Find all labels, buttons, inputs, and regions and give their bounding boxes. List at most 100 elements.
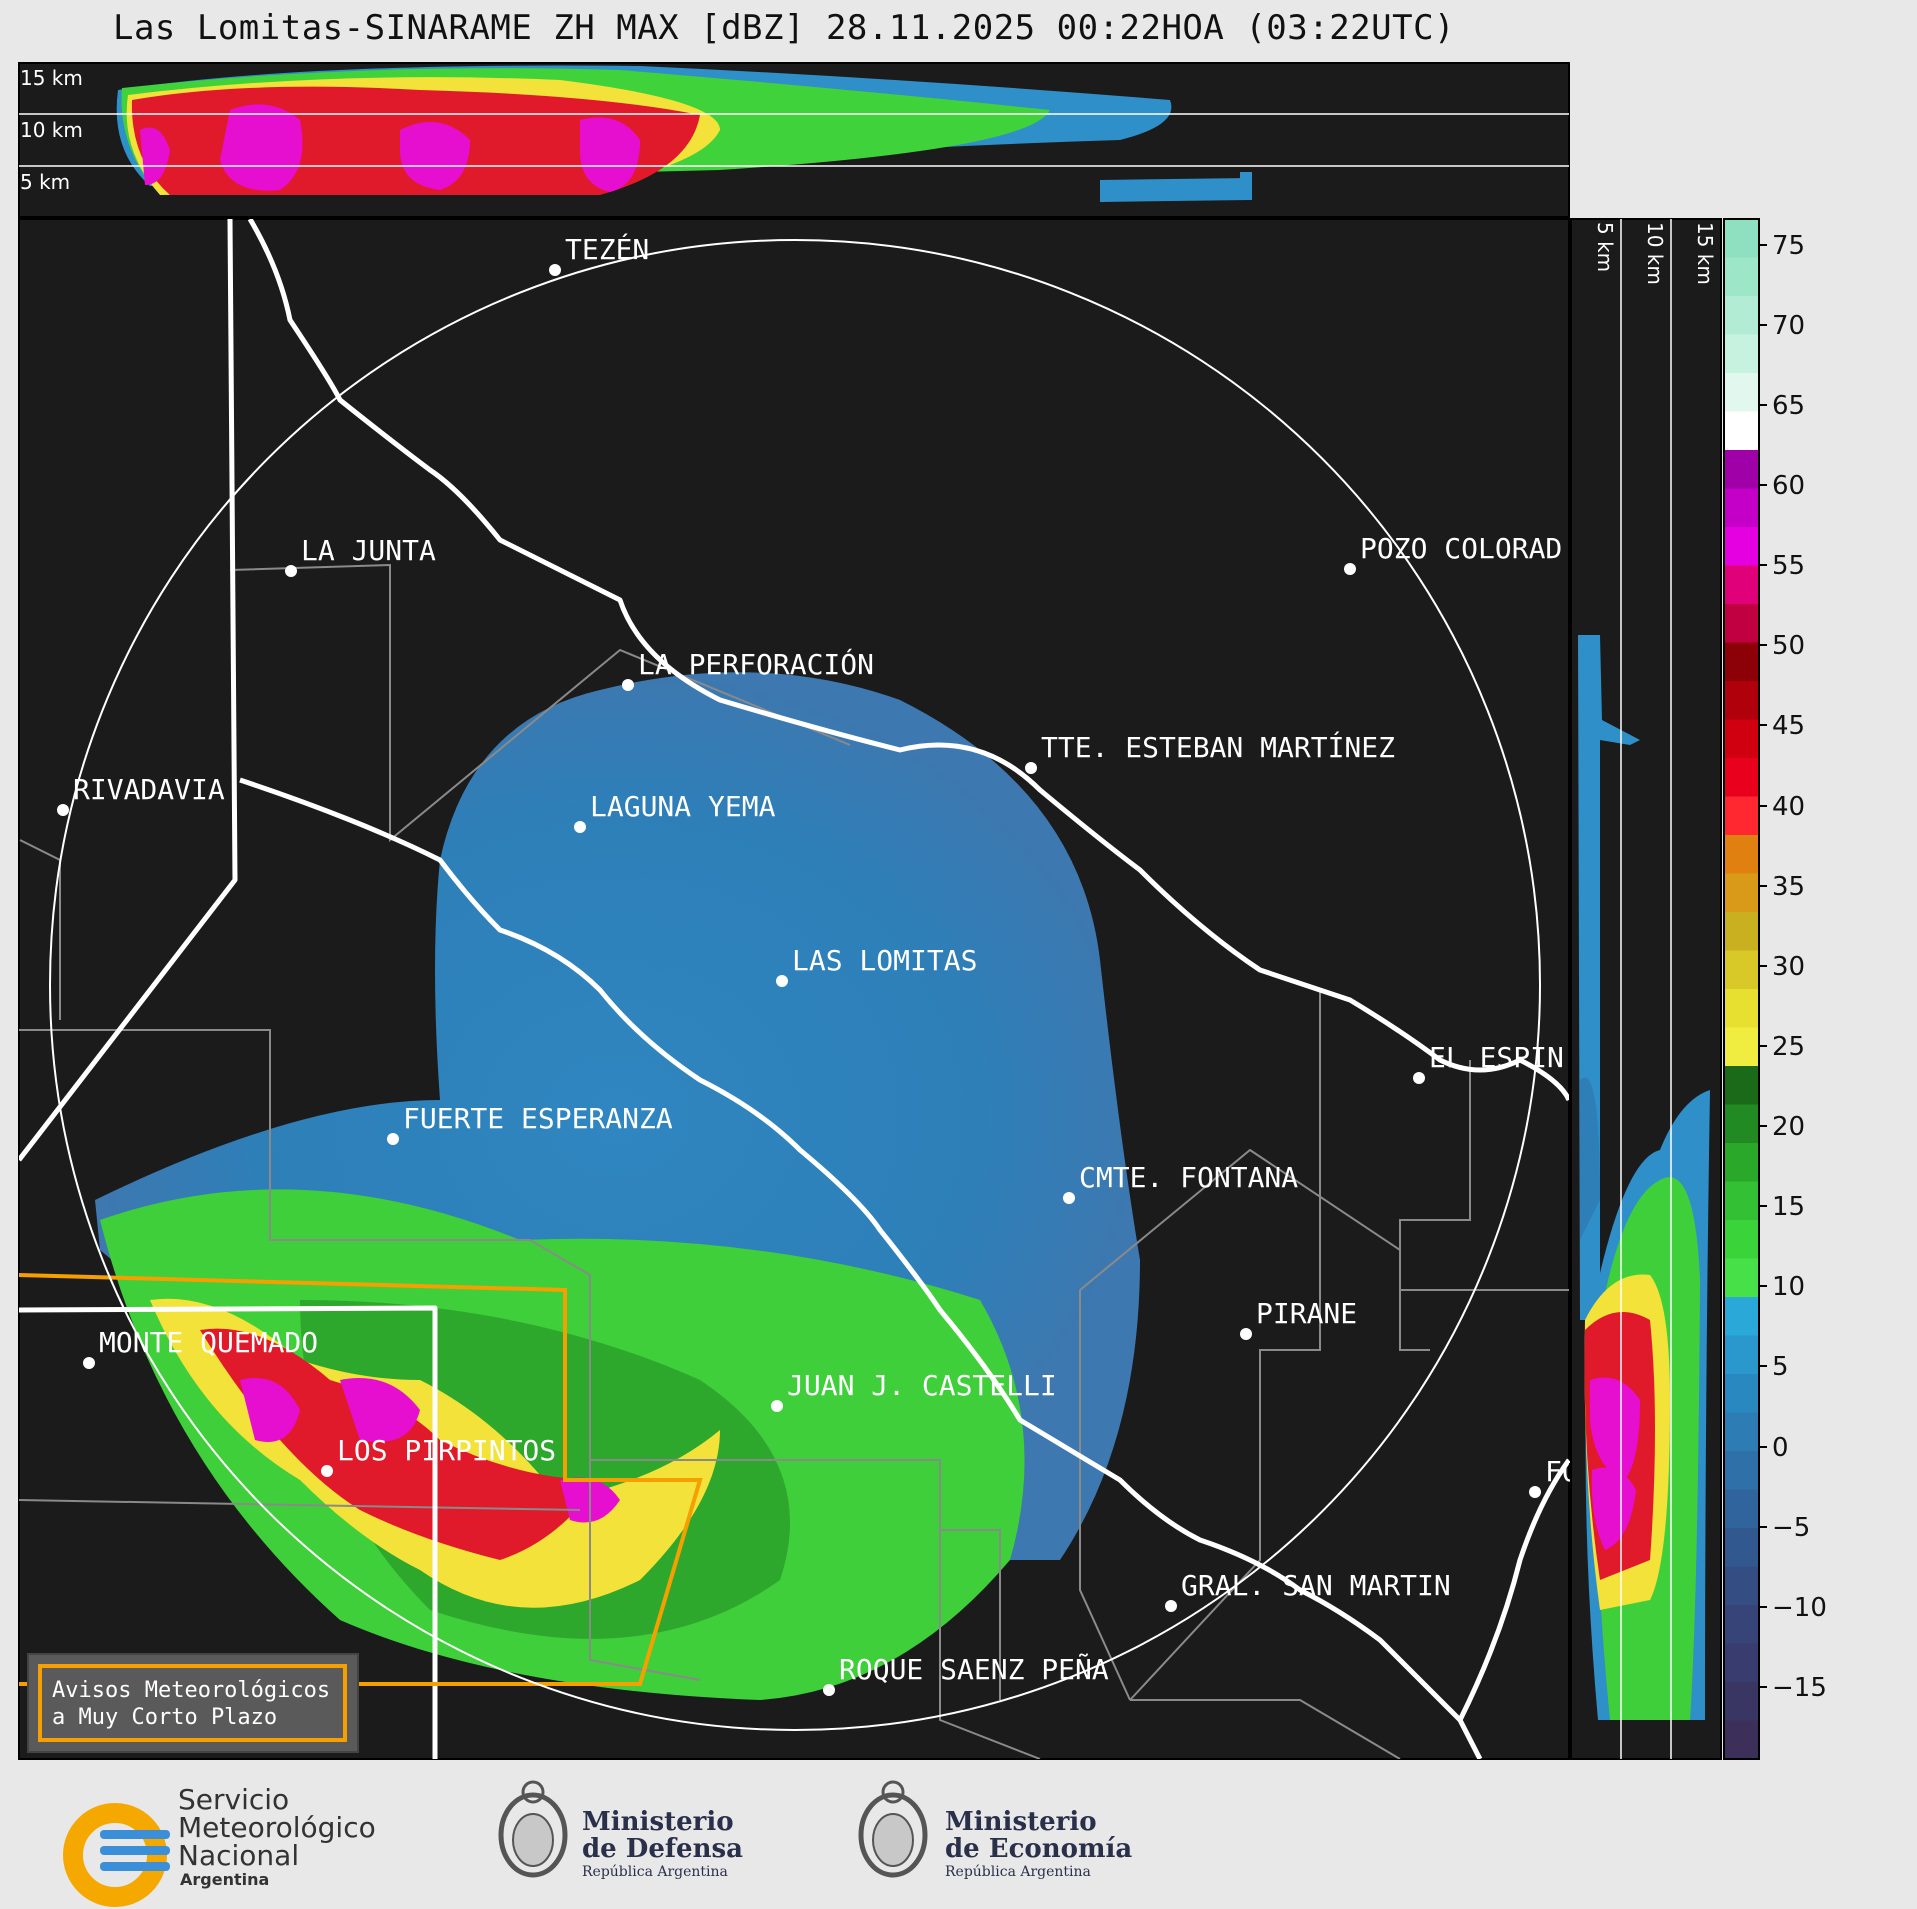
coat-of-arms-icon xyxy=(858,1792,928,1878)
top-panel-label: 5 km xyxy=(20,170,70,194)
colorbar-tick: 20 xyxy=(1772,1112,1805,1142)
place-label-juan-j-castelli: JUAN J. CASTELLI xyxy=(787,1369,1057,1402)
colorbar-band xyxy=(1724,1258,1759,1298)
smn-logo-line4: Argentina xyxy=(180,1870,269,1889)
defensa-logo-line3: República Argentina xyxy=(582,1864,728,1880)
colorbar-band xyxy=(1724,642,1759,682)
colorbar-tick: 70 xyxy=(1772,311,1805,341)
colorbar-band xyxy=(1724,758,1759,797)
colorbar-tick: 60 xyxy=(1772,471,1805,501)
place-label-la-perforacion: LA PERFORACIÓN xyxy=(638,647,874,681)
top-cross-section-panel: 15 km 10 km 5 km xyxy=(18,62,1570,218)
smn-logo: Servicio Meteorológico Nacional Argentin… xyxy=(63,1783,376,1907)
colorbar-band xyxy=(1724,873,1759,913)
colorbar-band xyxy=(1724,450,1759,489)
colorbar-band xyxy=(1724,681,1759,720)
side-panel-label: 15 km xyxy=(1693,222,1717,285)
colorbar-tick: −15 xyxy=(1772,1673,1827,1703)
colorbar-tick: 15 xyxy=(1772,1192,1805,1222)
economia-logo-line1: Ministerio xyxy=(945,1807,1097,1837)
colorbar-band xyxy=(1724,1451,1759,1490)
colorbar-tick: −5 xyxy=(1772,1513,1810,1543)
place-label-rivadavia: RIVADAVIA xyxy=(73,773,225,806)
side-cross-section-panel: 5 km 10 km 15 km xyxy=(1570,218,1722,1760)
defensa-logo-line2: de Defensa xyxy=(582,1834,743,1864)
smn-logo-line3: Nacional xyxy=(178,1839,299,1872)
warning-box-line2: a Muy Corto Plazo xyxy=(52,1705,277,1730)
side-panel-label: 10 km xyxy=(1643,222,1667,285)
top-panel-label: 15 km xyxy=(20,66,83,90)
colorbar-band xyxy=(1724,488,1759,528)
colorbar-band xyxy=(1724,1643,1759,1683)
colorbar-tick-labels: 75 70 65 60 55 50 45 40 35 30 25 20 15 1… xyxy=(1772,231,1827,1703)
colorbar-band xyxy=(1724,1720,1759,1760)
side-panel-label: 5 km xyxy=(1593,222,1617,272)
colorbar-band xyxy=(1724,1104,1759,1144)
colorbar-tick: 35 xyxy=(1772,872,1805,902)
coat-of-arms-icon xyxy=(498,1792,568,1878)
colorbar-band xyxy=(1724,719,1759,759)
place-label-los-pirpintos: LOS PIRPINTOS xyxy=(337,1434,556,1467)
colorbar-band xyxy=(1724,1489,1759,1529)
colorbar-band xyxy=(1724,527,1759,566)
place-label-cmte-fontana: CMTE. FONTANA xyxy=(1079,1161,1298,1194)
top-panel-label: 10 km xyxy=(20,118,83,142)
place-label-pozo-colorado: POZO COLORAD xyxy=(1360,532,1562,565)
colorbar-tick: 25 xyxy=(1772,1032,1805,1062)
colorbar-tick: 75 xyxy=(1772,231,1805,261)
colorbar-band xyxy=(1724,334,1759,374)
radar-echo-intense xyxy=(200,1328,600,1560)
colorbar-band xyxy=(1724,1605,1759,1644)
ministerio-defensa-logo: Ministerio de Defensa República Argentin… xyxy=(498,1780,743,1880)
colorbar-tick: 0 xyxy=(1772,1433,1789,1463)
colorbar-band xyxy=(1724,1528,1759,1567)
colorbar-band xyxy=(1724,1181,1759,1221)
colorbar-band xyxy=(1724,411,1759,451)
chart-title: Las Lomitas-SINARAME ZH MAX [dBZ] 28.11.… xyxy=(112,8,1456,48)
place-labels: TEZÉN LA JUNTA POZO COLORAD LA PERFORACI… xyxy=(57,232,1579,1696)
colorbar-band xyxy=(1724,373,1759,412)
colorbar-band xyxy=(1724,1374,1759,1413)
colorbar-band xyxy=(1724,604,1759,643)
ministerio-economia-logo: Ministerio de Economía República Argenti… xyxy=(858,1780,1132,1880)
colorbar-tick: 10 xyxy=(1772,1272,1805,1302)
colorbar-band xyxy=(1724,1143,1759,1182)
colorbar-band xyxy=(1724,219,1759,258)
place-label-la-junta: LA JUNTA xyxy=(301,534,436,567)
colorbar-tick: 5 xyxy=(1772,1352,1789,1382)
place-label-tezen: TEZÉN xyxy=(565,232,649,266)
colorbar-band xyxy=(1724,1682,1759,1721)
colorbar-tick: 30 xyxy=(1772,952,1805,982)
smn-logo-line1: Servicio xyxy=(178,1783,289,1816)
range-ring xyxy=(49,239,1541,1731)
place-label-monte-quemado: MONTE QUEMADO xyxy=(99,1326,318,1359)
place-label-pirane: PIRANE xyxy=(1256,1297,1357,1330)
warning-box-line1: Avisos Meteorológicos xyxy=(52,1678,330,1703)
place-label-roque-saenz-pena: ROQUE SAENZ PEÑA xyxy=(839,1652,1109,1686)
colorbar-tick: −10 xyxy=(1772,1593,1827,1623)
radar-map-panel: TEZÉN LA JUNTA POZO COLORAD LA PERFORACI… xyxy=(18,218,1579,1760)
warning-legend-box: Avisos Meteorológicos a Muy Corto Plazo xyxy=(27,1653,359,1753)
colorbar-band xyxy=(1724,989,1759,1028)
colorbar-band xyxy=(1724,565,1759,605)
colorbar-tick: 45 xyxy=(1772,711,1805,741)
colorbar xyxy=(1723,218,1767,1760)
place-label-las-lomitas: LAS LOMITAS xyxy=(792,944,977,977)
place-label-gral-san-martin: GRAL. SAN MARTIN xyxy=(1181,1569,1451,1602)
colorbar-band xyxy=(1724,296,1759,335)
colorbar-band xyxy=(1724,912,1759,951)
place-label-fuerte-esperanza: FUERTE ESPERANZA xyxy=(403,1102,673,1135)
colorbar-band xyxy=(1724,835,1759,874)
place-label-tte-esteban-martinez: TTE. ESTEBAN MARTÍNEZ xyxy=(1041,730,1395,764)
economia-logo-line2: de Economía xyxy=(945,1834,1132,1864)
place-label-laguna-yema: LAGUNA YEMA xyxy=(590,790,776,823)
place-label-el-espinillo: EL ESPIN xyxy=(1429,1041,1564,1074)
colorbar-band xyxy=(1724,950,1759,990)
colorbar-band xyxy=(1724,1335,1759,1375)
colorbar-tick: 40 xyxy=(1772,792,1805,822)
colorbar-band xyxy=(1724,1027,1759,1067)
colorbar-band xyxy=(1724,1066,1759,1105)
economia-logo-line3: República Argentina xyxy=(945,1864,1091,1880)
colorbar-tick: 50 xyxy=(1772,631,1805,661)
